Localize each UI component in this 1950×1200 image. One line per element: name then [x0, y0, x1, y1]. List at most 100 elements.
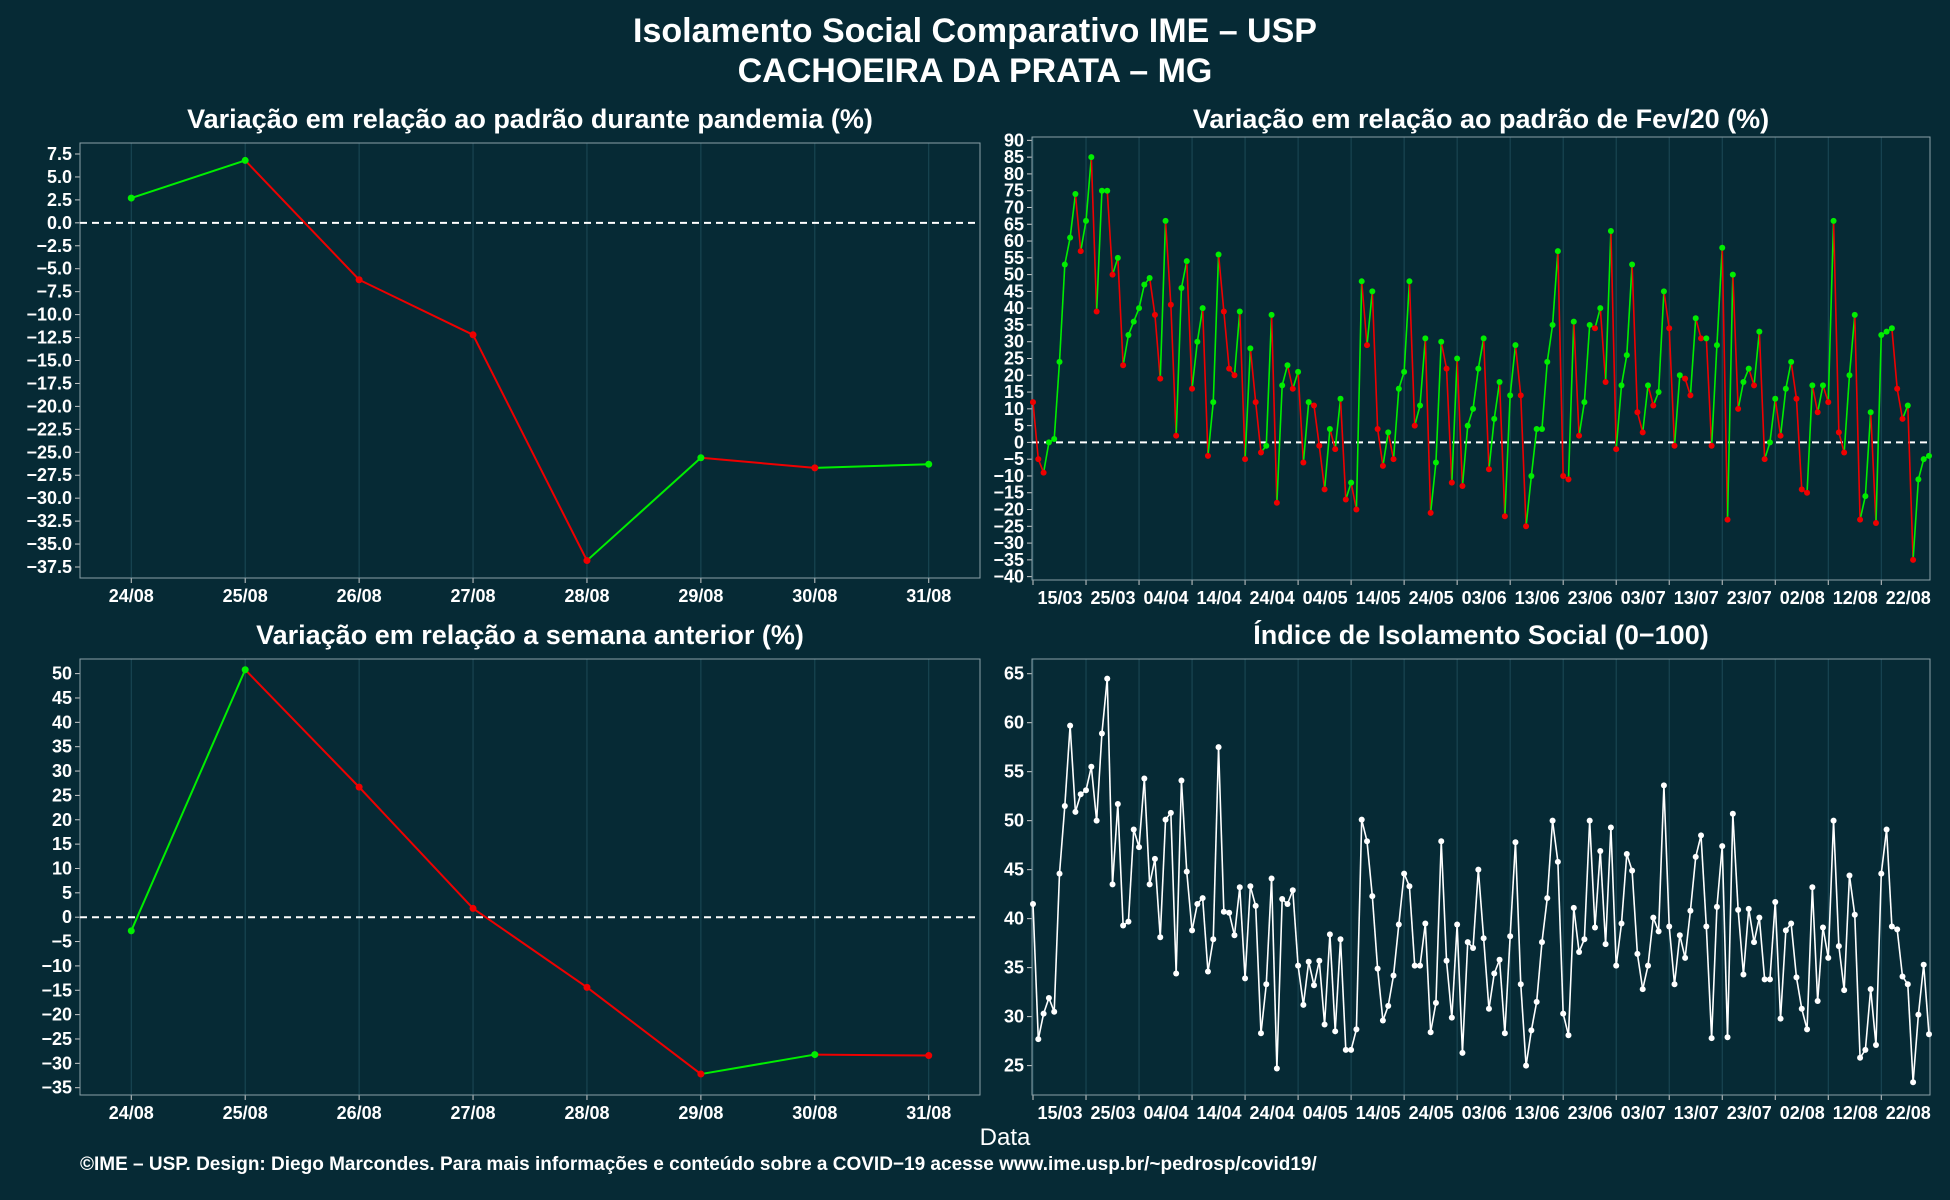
data-point: [1480, 935, 1487, 942]
data-point: [1708, 1035, 1715, 1042]
y-tick-label: −5: [1003, 449, 1024, 469]
data-point: [1713, 342, 1720, 349]
series-segment: [1196, 308, 1204, 342]
data-point: [1692, 315, 1699, 322]
data-point: [1809, 884, 1816, 891]
series-segment: [1270, 878, 1278, 1069]
series-segment: [1509, 344, 1517, 396]
series-segment: [1769, 901, 1777, 980]
y-tick-label: 0: [1014, 432, 1024, 452]
series-segment: [1610, 230, 1617, 450]
data-point: [1602, 378, 1609, 385]
x-tick-label: 26/08: [337, 586, 382, 606]
series-segment: [1896, 929, 1904, 977]
series-segment: [1032, 402, 1040, 460]
series-segment: [1747, 908, 1755, 943]
series-segment: [1111, 803, 1119, 885]
data-point: [1104, 187, 1111, 194]
y-tick-label: 35: [1004, 958, 1024, 978]
data-point: [1061, 802, 1068, 809]
y-tick-label: −22.5: [26, 419, 72, 439]
series-segment: [1276, 385, 1283, 503]
series-segment: [1578, 402, 1586, 436]
x-tick-label: 04/05: [1303, 1103, 1348, 1123]
data-point: [1284, 900, 1291, 907]
data-point: [1093, 308, 1100, 315]
y-tick-label: 5: [1014, 416, 1024, 436]
series-segment: [1753, 331, 1761, 386]
data-point: [1305, 958, 1312, 965]
data-point: [1422, 335, 1429, 342]
data-point: [1326, 931, 1333, 938]
data-point: [1761, 456, 1768, 463]
data-point: [1533, 998, 1540, 1005]
series-segment: [1318, 960, 1326, 1025]
data-point: [1660, 782, 1667, 789]
data-point: [1348, 1046, 1355, 1053]
y-tick-label: 25: [1004, 1056, 1024, 1076]
series-segment: [1138, 778, 1146, 848]
series-segment: [700, 1053, 815, 1076]
series-segment: [1095, 733, 1103, 821]
series-segment: [1445, 368, 1453, 483]
data-point: [1735, 906, 1742, 913]
series-segment: [1313, 960, 1321, 986]
series-segment: [1525, 475, 1533, 527]
y-tick-label: 25: [52, 785, 72, 805]
data-point: [1814, 409, 1821, 416]
data-point: [1289, 887, 1296, 894]
series-segment: [1392, 388, 1400, 460]
series-segment: [1848, 314, 1856, 376]
series-segment: [1726, 813, 1734, 1038]
series-segment: [1758, 331, 1766, 460]
series-segment: [1620, 355, 1628, 386]
panel-border: [1031, 136, 1931, 581]
series-segment: [1673, 935, 1681, 985]
y-tick-label: 75: [1004, 181, 1024, 201]
data-point: [1438, 838, 1445, 845]
panel-border: [1031, 658, 1931, 1096]
series-segment: [1822, 927, 1830, 958]
series-segment: [1514, 842, 1522, 985]
data-point: [1257, 449, 1264, 456]
series-segment: [1069, 193, 1077, 238]
data-point: [1067, 234, 1074, 241]
series-segment: [1350, 1029, 1358, 1051]
series-segment: [1382, 432, 1390, 467]
series-segment: [1838, 945, 1845, 991]
series-segment: [1090, 766, 1098, 821]
y-tick-label: −35.0: [26, 534, 72, 554]
series-segment: [1917, 964, 1925, 1015]
data-point: [1385, 1002, 1392, 1009]
y-tick-label: 60: [1004, 231, 1024, 251]
x-tick-label: 26/08: [337, 1103, 382, 1123]
y-tick-label: 10: [52, 858, 72, 878]
data-point: [1920, 961, 1927, 968]
series-segment: [1795, 398, 1803, 490]
data-point: [1613, 446, 1620, 453]
data-point: [1830, 817, 1837, 824]
series-segment: [1254, 905, 1262, 1034]
x-tick-label: 13/06: [1515, 588, 1560, 608]
data-point: [1263, 442, 1270, 449]
series-segment: [1451, 924, 1458, 1018]
series-segment: [1504, 395, 1511, 517]
x-tick-label: 24/04: [1250, 588, 1295, 608]
x-tick-label: 31/08: [906, 1103, 951, 1123]
data-point: [1401, 368, 1408, 375]
series-segment: [1753, 917, 1761, 943]
data-point: [1114, 254, 1121, 261]
data-point: [1618, 382, 1625, 389]
data-point: [1242, 975, 1249, 982]
y-tick-label: 65: [1004, 664, 1024, 684]
data-point: [1448, 1014, 1455, 1021]
series-segment: [1694, 318, 1702, 339]
series-segment: [1864, 412, 1872, 497]
y-tick-label: −35: [41, 1078, 72, 1098]
data-point: [1671, 442, 1678, 449]
data-point: [1777, 432, 1784, 439]
data-point: [1804, 1026, 1811, 1033]
y-tick-label: 85: [1004, 147, 1024, 167]
series-segment: [814, 463, 929, 469]
data-point: [1417, 962, 1424, 969]
